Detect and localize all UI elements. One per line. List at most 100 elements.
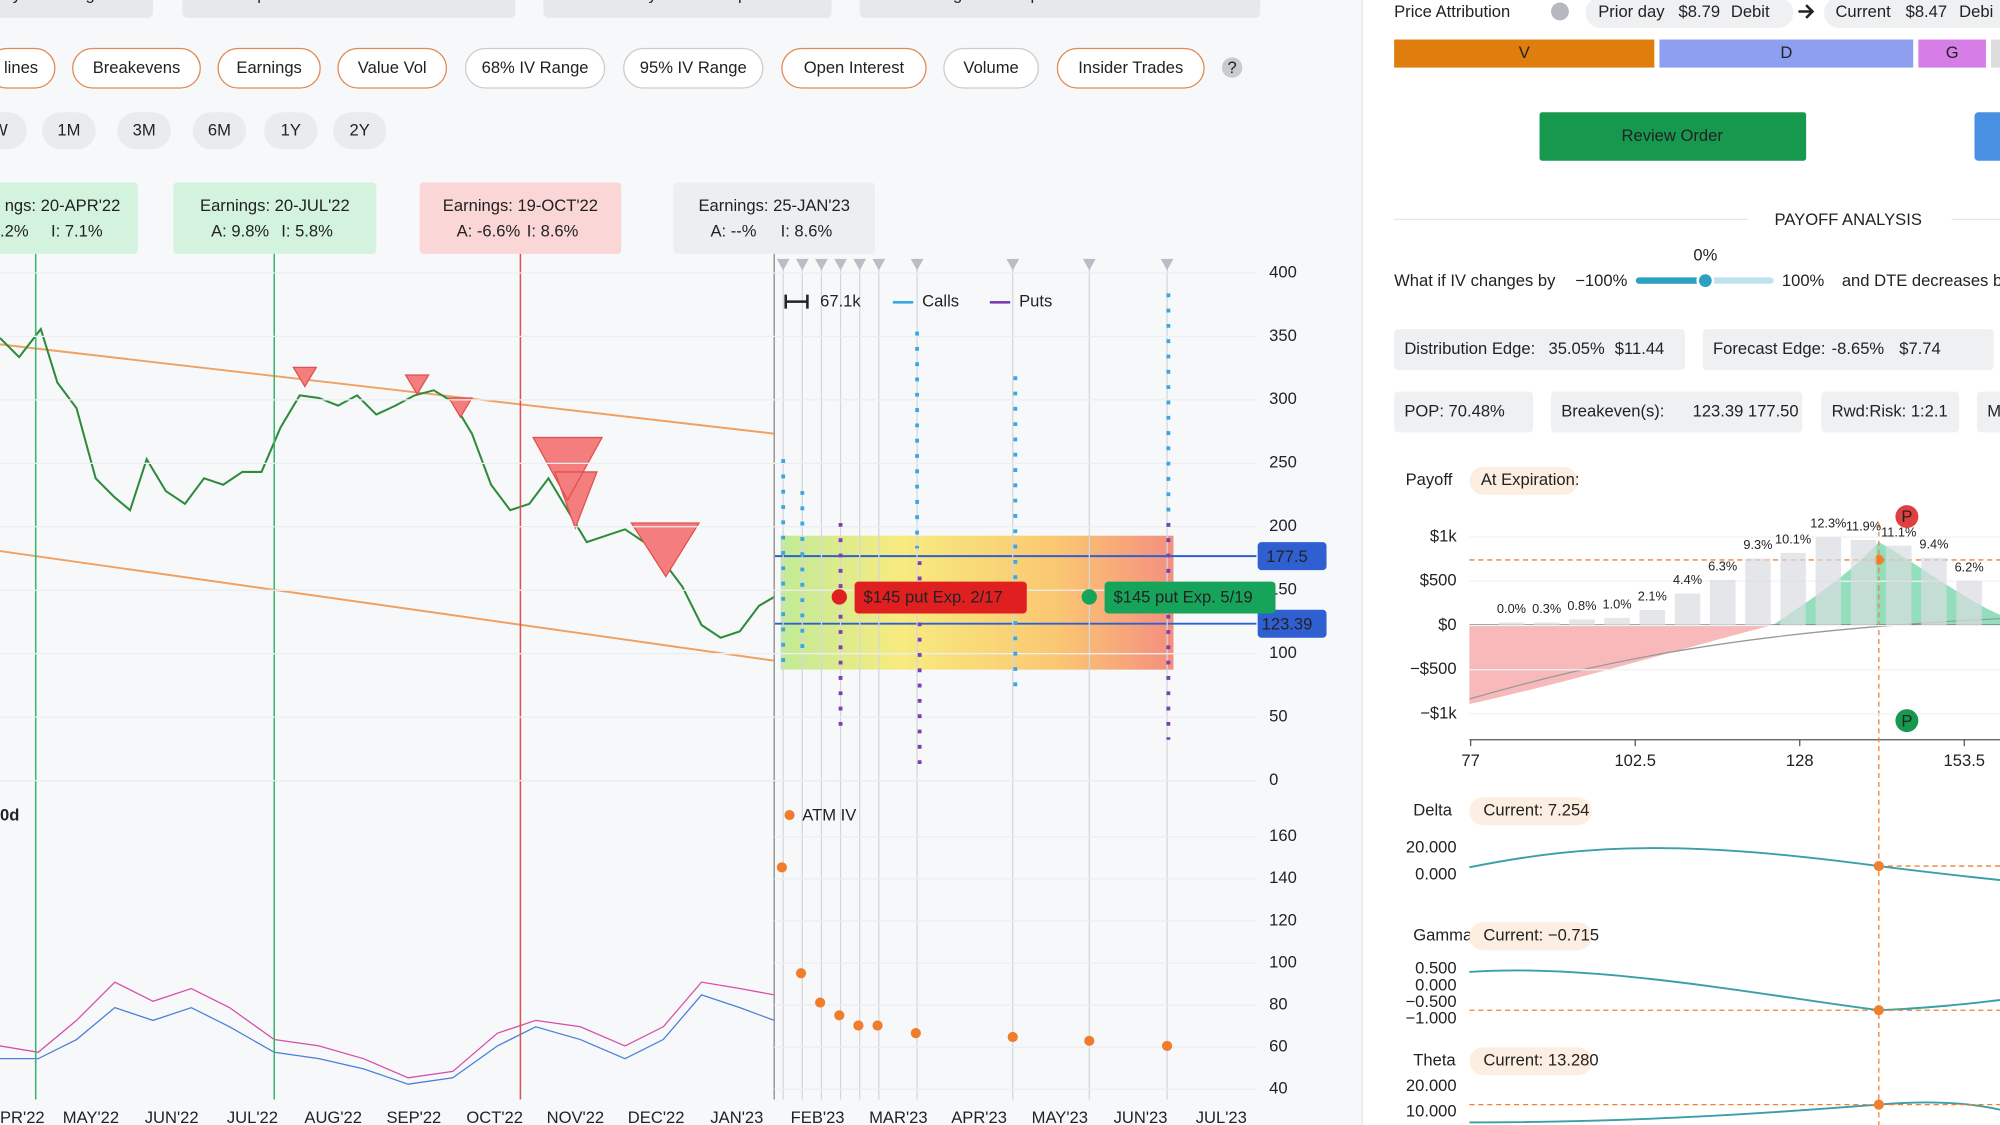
toggle-button[interactable] [1056, 47, 1205, 89]
probability-bar [1850, 540, 1877, 625]
expiration-marker[interactable] [776, 258, 790, 271]
price-tick: 350 [1269, 326, 1297, 345]
x-tick-label: JUN'23 [1114, 1108, 1168, 1125]
order-tag[interactable] [1104, 581, 1276, 614]
price-label-box [1257, 609, 1327, 638]
range-button[interactable] [0, 112, 27, 150]
iv-tick: 160 [1269, 826, 1297, 845]
review-order-button[interactable] [1539, 112, 1807, 161]
marker [1895, 505, 1919, 529]
toggle-button[interactable] [217, 47, 321, 89]
iv-slider-thumb[interactable] [1696, 271, 1715, 290]
toggle-button[interactable] [464, 47, 606, 89]
expiration-marker[interactable] [872, 258, 886, 271]
range-button[interactable] [264, 112, 318, 150]
prior-value: $8.79 [1679, 2, 1721, 21]
theta-point [1873, 1099, 1884, 1110]
bar-label: 10.1% [1775, 531, 1811, 546]
hint: expiration to see more details. [240, 0, 461, 3]
probability-bar [1815, 537, 1842, 625]
payoff-x-tick: 77 [1461, 751, 1479, 770]
help-icon[interactable] [1221, 57, 1243, 78]
earnings-title: ngs: 20-APR'22 [5, 196, 121, 215]
range-button[interactable] [42, 112, 96, 150]
toggle-label: lines [4, 58, 38, 77]
expiration-marker[interactable] [1082, 258, 1096, 271]
bar-label: 6.2% [1955, 559, 1984, 574]
price-tick: 300 [1269, 389, 1297, 408]
x-tick-label: MAR'23 [869, 1108, 927, 1125]
current-chip [1469, 1047, 1592, 1076]
marker-label: P [1901, 711, 1912, 730]
insider-markers [292, 366, 701, 578]
theta-curve [1469, 1101, 2000, 1124]
expiration-marker[interactable] [815, 258, 828, 271]
expiration-marker[interactable] [834, 258, 847, 271]
stat-percent: 35.05% [1548, 339, 1604, 358]
stat-chip [1394, 329, 1685, 370]
range-label: 1Y [281, 121, 301, 140]
expiration-marker[interactable] [795, 258, 809, 271]
marker [1895, 709, 1919, 733]
expiration-marker[interactable] [1006, 258, 1020, 271]
hint-box [0, 0, 154, 18]
toggle-label: 68% IV Range [482, 58, 589, 77]
legend-icon [784, 294, 809, 309]
delta-curve [1469, 847, 2000, 882]
probability-bar [1921, 557, 1947, 625]
dte-prompt: and DTE decreases b [1842, 271, 2000, 290]
toggle-label: Value Vol [358, 58, 427, 77]
toggle-button[interactable] [943, 47, 1039, 89]
range-button[interactable] [332, 112, 387, 150]
loss-area [1469, 625, 1773, 705]
range-button[interactable] [117, 112, 171, 150]
range-label: 2Y [350, 121, 370, 140]
stat-chip [1551, 391, 1803, 433]
order-dot[interactable] [831, 589, 847, 605]
toggle-button[interactable] [781, 47, 927, 89]
greek-tick: 20.000 [1406, 838, 1457, 857]
hint-box [859, 0, 1261, 18]
toggle-button[interactable] [337, 47, 448, 89]
probability-bar [1956, 580, 1982, 625]
iv-left-label: 0d [0, 806, 19, 825]
toggle-button[interactable] [72, 47, 201, 89]
segment-label: G [1946, 43, 1959, 62]
toggle-button[interactable] [0, 47, 56, 89]
greek-tick: −1.000 [1405, 1009, 1456, 1028]
x-tick-label: JAN'23 [710, 1108, 763, 1125]
stat-label: POP: 70.48% [1404, 401, 1505, 420]
order-dot[interactable] [1081, 589, 1097, 605]
greek-name: Theta [1413, 1051, 1456, 1070]
expiration-marker[interactable] [1160, 258, 1174, 271]
payoff-y-tick: −$500 [1410, 659, 1457, 678]
share-button[interactable] [1974, 112, 2000, 161]
info-icon[interactable] [1551, 2, 1569, 21]
range-button[interactable] [192, 112, 247, 150]
greek-current: Current: 13.280 [1483, 1051, 1598, 1070]
arrow [1798, 4, 1815, 19]
stat-chip [1394, 391, 1534, 433]
order-tag[interactable] [854, 581, 1027, 614]
iv-prompt: What if IV changes by [1394, 271, 1556, 290]
bar-label: 0.0% [1497, 601, 1526, 616]
greek-current: Current: −0.715 [1483, 926, 1599, 945]
greek-tick: 20.000 [1406, 1076, 1457, 1095]
range-label: 6M [208, 121, 231, 140]
probability-bar [1639, 610, 1666, 625]
stat-value: $11.44 [1615, 339, 1664, 358]
hint: ys scrolling. [13, 0, 100, 3]
expiration-marker[interactable] [910, 258, 924, 271]
attribution-segment [1918, 39, 1986, 68]
earnings-title: Earnings: 19-OCT'22 [443, 196, 598, 215]
toggle-button[interactable] [623, 47, 764, 89]
current-value: $8.47 [1906, 2, 1948, 21]
attribution-segment [1394, 39, 1655, 68]
iv-dot [1161, 1040, 1173, 1052]
prior-type: Debit [1731, 2, 1770, 21]
expiration-marker[interactable] [853, 258, 867, 271]
marker-label: P [1901, 507, 1912, 526]
price-tick: 100 [1269, 643, 1297, 662]
prior-label: Prior day [1598, 2, 1665, 21]
hint-box [543, 0, 832, 18]
